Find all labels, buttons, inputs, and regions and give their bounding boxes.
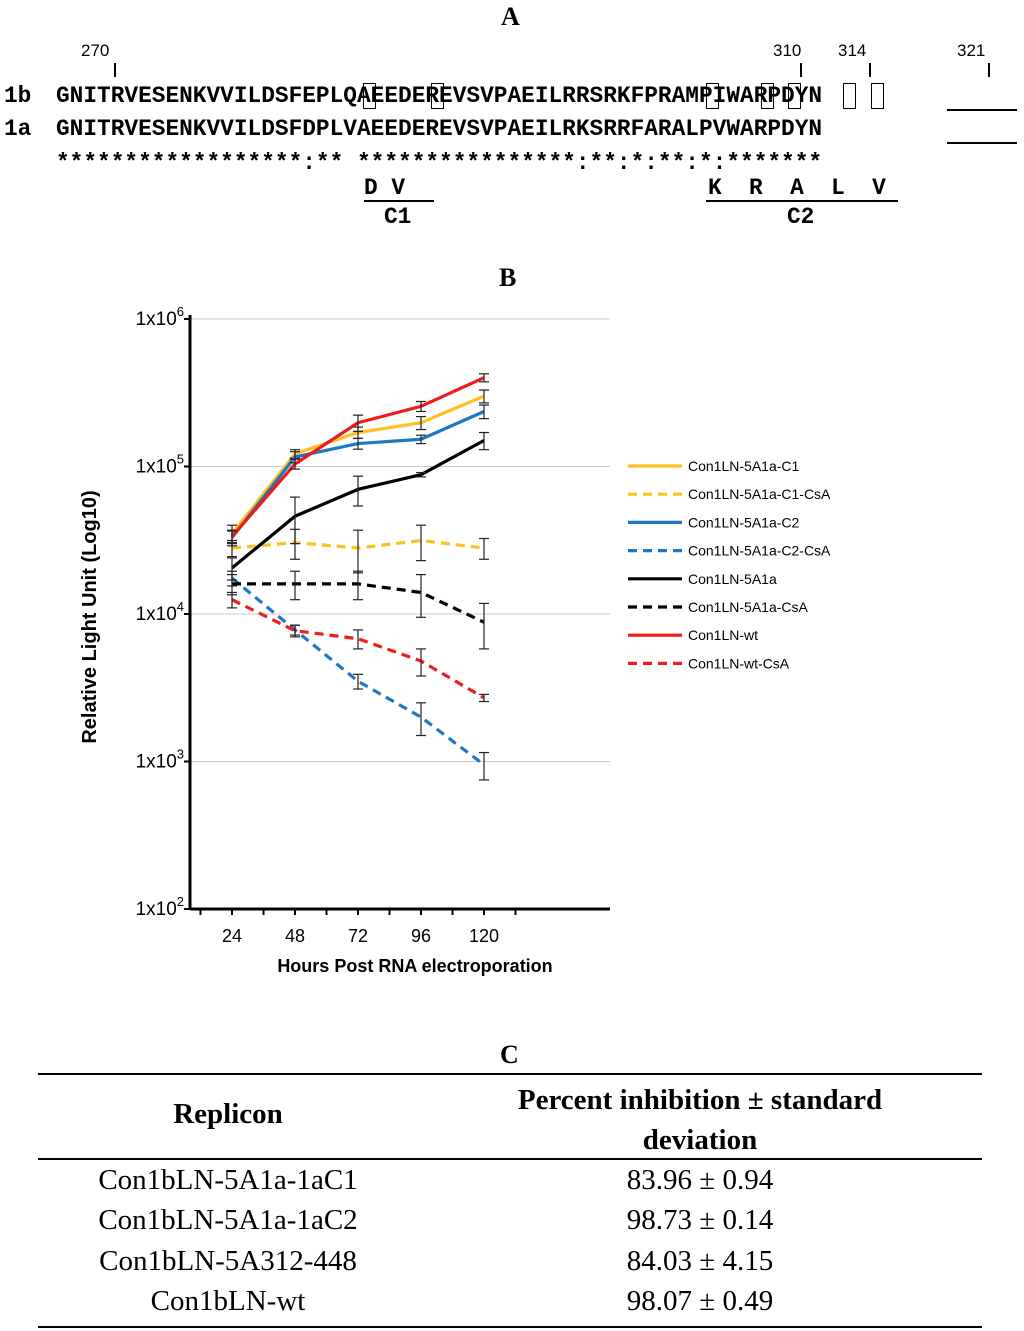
position-270: 270	[81, 41, 110, 60]
seq-1a: GNITRVESENKVVILDSFDPLVAEEDEREVSVPAEILRKS…	[56, 116, 823, 142]
x-tick-label: 120	[469, 926, 499, 946]
legend-label: Con1LN-5A1a-C2-CsA	[688, 543, 831, 559]
c1-residues: D V	[364, 175, 406, 201]
residue-box	[843, 83, 856, 109]
position-314: 314	[838, 41, 867, 60]
residue-box	[706, 83, 719, 109]
legend-label: Con1LN-5A1a-CsA	[688, 599, 808, 615]
table-header-rule	[38, 1158, 982, 1160]
table-row-1-value: 83.96 ± 0.94	[626, 1164, 774, 1196]
c1-label: C1	[384, 204, 412, 230]
c1-bar	[364, 200, 434, 202]
series-Con1LN-5A1a-C1-CsA	[227, 524, 489, 574]
conservation-line: ******************:** ****************:*…	[56, 150, 823, 176]
header-percent-inhibition: Percent inhibition ± standard deviation	[517, 1084, 883, 1156]
series-Con1LN-wt-CsA	[227, 591, 489, 703]
position-321-tick	[988, 63, 990, 77]
header-replicon: Replicon	[173, 1098, 283, 1130]
series-line	[231, 598, 485, 700]
table-row-2-replicon: Con1bLN-5A1a-1aC2	[98, 1204, 358, 1236]
panel-b-label: B	[499, 263, 517, 292]
table-top-rule	[38, 1073, 982, 1075]
seq-1b-name: 1b	[4, 83, 32, 109]
series-Con1LN-5A1a-C2-CsA	[227, 570, 489, 781]
y-tick-label: 1x105	[136, 452, 184, 478]
legend-label: Con1LN-wt	[688, 627, 758, 643]
series-line	[230, 376, 485, 538]
dyn-underline-1b	[947, 109, 1017, 111]
seq-1a-name: 1a	[4, 116, 32, 142]
legend-label: Con1LN-5A1a	[688, 571, 777, 587]
table-row-2-value: 98.73 ± 0.14	[626, 1204, 774, 1236]
series-Con1LN-wt	[227, 373, 489, 544]
legend-label: Con1LN-wt-CsA	[688, 655, 790, 671]
residue-box	[788, 83, 801, 109]
position-321: 321	[957, 41, 986, 60]
residue-box	[871, 83, 884, 109]
c2-residues: K R A L V	[708, 175, 886, 201]
x-tick-label: 24	[222, 926, 242, 946]
luciferase-line-chart: 1x106 1x105 1x104 1x103 1x102 24 48 72 96 120 Hour…	[79, 304, 831, 976]
residue-box	[431, 83, 444, 109]
dyn-underline-1a	[947, 142, 1017, 144]
x-axis-title: Hours Post RNA electroporation	[277, 956, 552, 976]
table-bottom-rule	[38, 1326, 982, 1328]
c2-label: C2	[787, 204, 815, 230]
table-row-3-value: 84.03 ± 4.15	[626, 1245, 774, 1277]
table-row-3-replicon: Con1bLN-5A312-448	[99, 1245, 357, 1277]
series-Con1LN-5A1a-CsA	[227, 570, 489, 650]
residue-box	[363, 83, 376, 109]
y-tick-label: 1x104	[136, 599, 184, 625]
x-tick-label: 96	[411, 926, 431, 946]
residue-box	[761, 83, 774, 109]
position-270-tick	[114, 63, 116, 77]
position-310: 310	[773, 41, 802, 60]
series-line	[230, 576, 485, 767]
position-314-tick	[869, 63, 871, 77]
series-Con1LN-5A1a	[227, 431, 489, 581]
x-tick-label: 48	[285, 926, 305, 946]
y-tick-label: 1x102	[136, 894, 184, 920]
panel-a-label: A	[501, 2, 520, 31]
c2-bar	[706, 200, 898, 202]
legend-label: Con1LN-5A1a-C2	[688, 514, 799, 530]
legend-label: Con1LN-5A1a-C1	[688, 458, 799, 474]
legend-label: Con1LN-5A1a-C1-CsA	[688, 486, 831, 502]
y-axis-title: Relative Light Unit (Log10)	[79, 490, 101, 743]
x-tick-label: 72	[348, 926, 368, 946]
y-tick-label: 1x106	[136, 304, 184, 330]
table-row-4-replicon: Con1bLN-wt	[150, 1285, 306, 1317]
y-tick-label: 1x103	[136, 747, 184, 773]
position-310-tick	[800, 63, 802, 77]
seq-1b: GNITRVESENKVVILDSFEPLQAEEDEREVSVPAEILRRS…	[56, 83, 823, 109]
panel-c-label: C	[500, 1040, 519, 1069]
table-row-4-value: 98.07 ± 0.49	[626, 1285, 774, 1317]
table-row-1-replicon: Con1bLN-5A1a-1aC1	[98, 1164, 358, 1196]
